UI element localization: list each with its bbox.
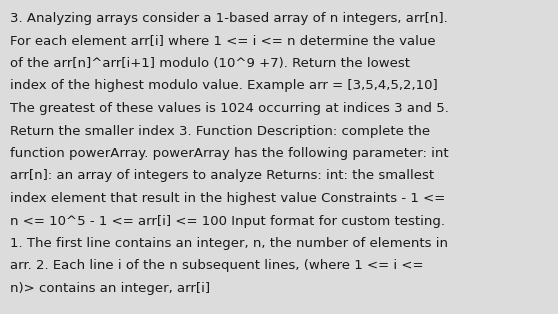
Text: Return the smaller index 3. Function Description: complete the: Return the smaller index 3. Function Des… <box>10 124 430 138</box>
Text: arr[n]: an array of integers to analyze Returns: int: the smallest: arr[n]: an array of integers to analyze … <box>10 170 434 182</box>
Text: n)> contains an integer, arr[i]: n)> contains an integer, arr[i] <box>10 282 210 295</box>
Text: 1. The first line contains an integer, n, the number of elements in: 1. The first line contains an integer, n… <box>10 237 448 250</box>
Text: 3. Analyzing arrays consider a 1-based array of n integers, arr[n].: 3. Analyzing arrays consider a 1-based a… <box>10 12 448 25</box>
Text: index of the highest modulo value. Example arr = [3,5,4,5,2,10]: index of the highest modulo value. Examp… <box>10 79 437 93</box>
Text: n <= 10^5 - 1 <= arr[i] <= 100 Input format for custom testing.: n <= 10^5 - 1 <= arr[i] <= 100 Input for… <box>10 214 445 228</box>
Text: function powerArray. powerArray has the following parameter: int: function powerArray. powerArray has the … <box>10 147 449 160</box>
Text: of the arr[n]^arr[i+1] modulo (10^9 +7). Return the lowest: of the arr[n]^arr[i+1] modulo (10^9 +7).… <box>10 57 410 70</box>
Text: The greatest of these values is 1024 occurring at indices 3 and 5.: The greatest of these values is 1024 occ… <box>10 102 449 115</box>
Text: For each element arr[i] where 1 <= i <= n determine the value: For each element arr[i] where 1 <= i <= … <box>10 35 436 47</box>
Text: arr. 2. Each line i of the n subsequent lines, (where 1 <= i <=: arr. 2. Each line i of the n subsequent … <box>10 259 424 273</box>
Text: index element that result in the highest value Constraints - 1 <=: index element that result in the highest… <box>10 192 445 205</box>
